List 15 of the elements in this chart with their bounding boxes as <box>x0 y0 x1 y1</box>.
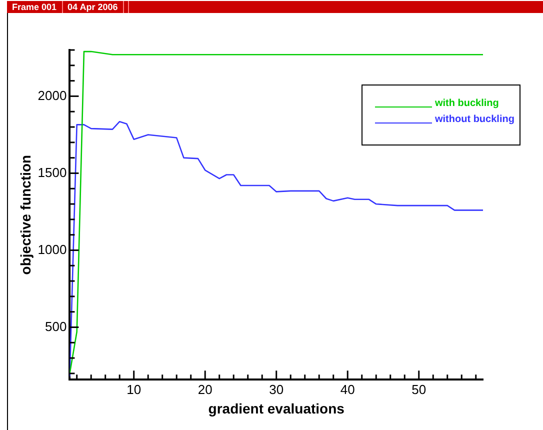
x-tick-label: 10 <box>126 382 142 397</box>
x-tick-label: 30 <box>269 382 284 397</box>
x-tick-label: 20 <box>198 382 212 397</box>
y-tick-label: 500 <box>45 318 67 334</box>
y-tick-label: 1500 <box>38 164 67 180</box>
x-tick-label: 40 <box>340 382 355 397</box>
y-tick-label: 2000 <box>38 88 67 103</box>
text: with buckling <box>434 98 499 109</box>
text: without buckling <box>434 114 514 125</box>
y-axis-title: objective function <box>17 154 34 275</box>
x-tick-label: 50 <box>412 382 426 397</box>
x-axis-title: gradient evaluations <box>208 400 345 416</box>
text: 04 Apr 2006 <box>62 1 124 13</box>
y-tick-label: 1000 <box>38 242 67 257</box>
text: Frame 001 <box>7 1 63 13</box>
